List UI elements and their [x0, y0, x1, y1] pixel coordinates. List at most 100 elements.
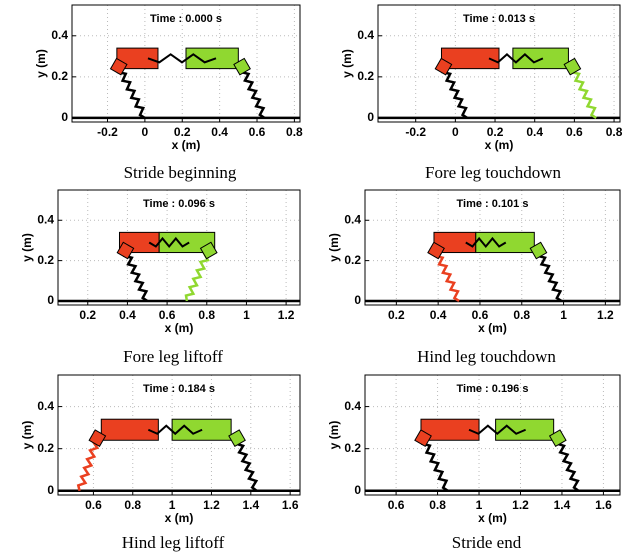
- hip-joint: [548, 429, 567, 448]
- x-tick-label: 0.2: [174, 125, 191, 139]
- x-tick-label: 0.4: [526, 125, 543, 139]
- y-tick-label: 0.4: [37, 212, 54, 226]
- x-tick-label: 0.4: [119, 308, 136, 322]
- spine-spring: [147, 424, 203, 436]
- x-tick-label: 0.8: [513, 308, 530, 322]
- x-axis-label: x (m): [485, 138, 514, 152]
- plot-area: [365, 375, 620, 495]
- hip-joint: [228, 429, 246, 448]
- time-annotation: Time : 0.096 s: [143, 198, 215, 210]
- x-tick-label: 0.6: [472, 308, 489, 322]
- y-tick-label: 0.4: [357, 28, 374, 42]
- leg: [441, 66, 468, 119]
- x-tick-label: 0: [142, 125, 149, 139]
- hip-joint: [529, 241, 548, 260]
- x-tick-label: 0.4: [430, 308, 447, 322]
- x-axis-label: x (m): [165, 321, 194, 335]
- hip-joint: [88, 429, 107, 448]
- hip-joint: [116, 241, 135, 260]
- hip-joint: [109, 57, 128, 76]
- y-axis-label: y (m): [327, 233, 341, 262]
- panel-caption: Fore leg liftoff: [123, 347, 223, 366]
- time-annotation: Time : 0.184 s: [143, 383, 215, 395]
- x-axis-label: x (m): [172, 138, 201, 152]
- x-axis-label: x (m): [165, 511, 194, 525]
- x-tick-label: 0.2: [487, 125, 504, 139]
- y-tick-label: 0: [47, 483, 54, 497]
- leg: [555, 437, 580, 492]
- body-segment: [185, 47, 239, 70]
- y-tick-label: 0: [367, 110, 374, 124]
- y-tick-label: 0.4: [51, 28, 68, 42]
- y-tick-label: 0.2: [357, 69, 374, 83]
- y-tick-label: 0.4: [344, 399, 361, 413]
- x-tick-label: 0.8: [429, 498, 446, 512]
- panel-caption: Stride beginning: [124, 163, 237, 182]
- spine-spring: [488, 53, 544, 64]
- y-tick-label: 0: [61, 110, 68, 124]
- y-axis-label: y (m): [327, 421, 341, 450]
- x-tick-label: 1.6: [282, 498, 299, 512]
- x-tick-label: 1: [243, 308, 250, 322]
- x-tick-label: 0.6: [566, 125, 583, 139]
- y-tick-label: 0: [47, 293, 54, 307]
- panel-caption: Fore leg touchdown: [425, 163, 561, 182]
- hip-joint: [414, 429, 432, 448]
- x-tick-label: 0.8: [286, 125, 303, 139]
- x-tick-label: 1.4: [554, 498, 571, 512]
- leg: [76, 437, 100, 492]
- x-tick-label: 0.2: [388, 308, 405, 322]
- y-axis-label: y (m): [20, 421, 34, 450]
- leg: [536, 250, 563, 303]
- axes-frame: [377, 4, 621, 123]
- y-tick-label: 0: [354, 293, 361, 307]
- spine-spring: [148, 236, 190, 249]
- x-tick-label: 0.8: [606, 125, 623, 139]
- axes-frame: [57, 374, 301, 496]
- time-annotation: Time : 0.101 s: [457, 198, 529, 210]
- axes-frame: [364, 189, 621, 306]
- panel-caption: Hind leg touchdown: [417, 347, 556, 366]
- leg: [570, 66, 597, 119]
- x-tick-label: 0.4: [211, 125, 228, 139]
- time-annotation: Time : 0.196 s: [457, 383, 529, 395]
- x-tick-label: 1.2: [512, 498, 529, 512]
- x-tick-label: 1.2: [278, 308, 295, 322]
- x-tick-label: 1.4: [242, 498, 259, 512]
- y-tick-label: 0.4: [37, 399, 54, 413]
- x-tick-label: 1: [476, 498, 483, 512]
- x-tick-label: 0.6: [249, 125, 266, 139]
- spine-spring: [147, 53, 217, 64]
- x-tick-label: 0.6: [159, 308, 176, 322]
- time-annotation: Time : 0.013 s: [463, 13, 535, 25]
- leg: [234, 437, 259, 492]
- x-tick-label: 1.2: [597, 308, 614, 322]
- y-tick-label: 0: [354, 483, 361, 497]
- leg: [116, 66, 146, 119]
- x-axis-label: x (m): [478, 321, 507, 335]
- body-segment: [100, 418, 159, 441]
- x-tick-label: 0.6: [388, 498, 405, 512]
- x-tick-label: 1.2: [203, 498, 220, 512]
- leg: [239, 66, 266, 119]
- hip-joint: [199, 241, 218, 260]
- spine-spring: [465, 236, 507, 249]
- x-tick-label: 1: [169, 498, 176, 512]
- leg: [421, 438, 449, 492]
- y-tick-label: 0.2: [344, 441, 361, 455]
- x-tick-label: 1.6: [595, 498, 612, 512]
- y-tick-label: 0.2: [51, 69, 68, 83]
- axes-frame: [71, 4, 301, 123]
- y-tick-label: 0.2: [344, 253, 361, 267]
- y-axis-label: y (m): [20, 233, 34, 262]
- x-axis-label: x (m): [478, 511, 507, 525]
- y-tick-label: 0.4: [344, 212, 361, 226]
- y-axis-label: y (m): [340, 49, 354, 78]
- x-tick-label: 0: [452, 125, 459, 139]
- axes-frame: [364, 374, 621, 496]
- axes-frame: [57, 189, 301, 306]
- x-tick-label: -0.2: [97, 125, 118, 139]
- hip-joint: [233, 57, 251, 76]
- y-axis-label: y (m): [34, 49, 48, 78]
